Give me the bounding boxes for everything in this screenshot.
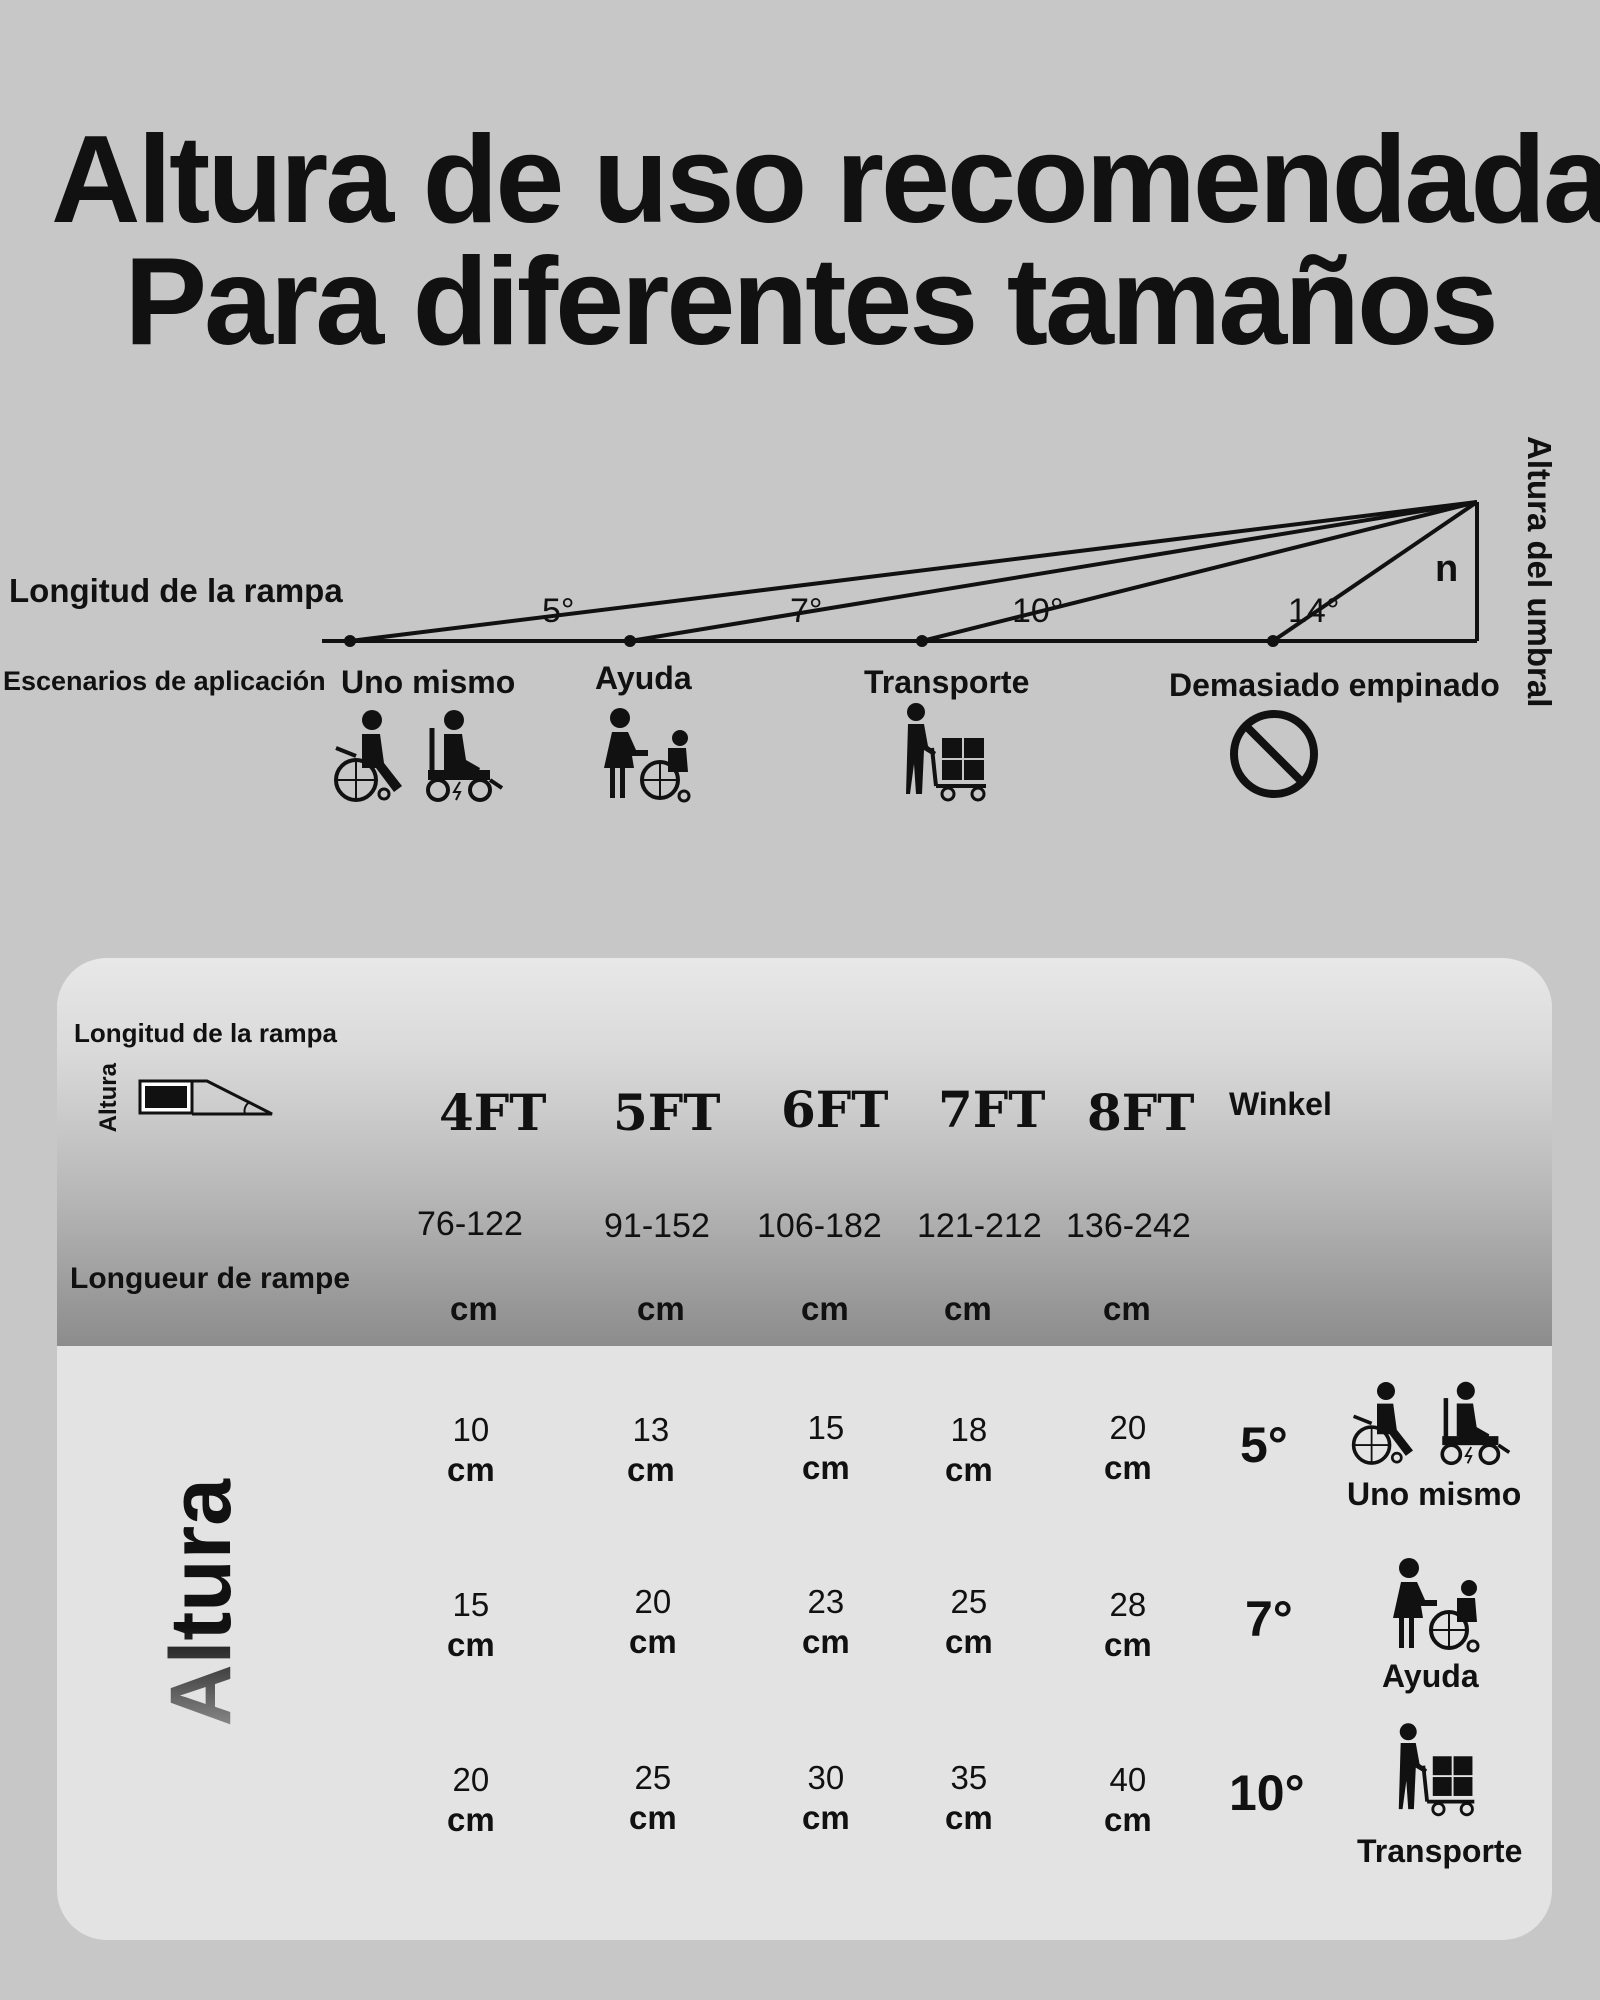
- electric-wheelchair-icon: [420, 708, 505, 803]
- scenario-self-label: Uno mismo: [341, 664, 515, 701]
- prohibited-icon: [1228, 708, 1320, 800]
- scenarios-label: Escenarios de aplicación: [3, 666, 326, 697]
- column-unit-4ft: cm: [450, 1290, 498, 1328]
- table-height-small-label: Altura: [95, 1063, 123, 1132]
- manual-wheelchair-icon: [332, 708, 412, 803]
- column-size-6ft: 6FT: [781, 1080, 889, 1139]
- row-angle-7: 7°: [1245, 1590, 1293, 1648]
- cell-r1-4ft: 10 cm: [447, 1410, 495, 1490]
- cell-r3-8ft: 40 cm: [1104, 1760, 1152, 1840]
- table-longueur-label: Longueur de rampe: [70, 1262, 350, 1296]
- cell-r2-7ft: 25 cm: [945, 1582, 993, 1662]
- cell-r2-8ft: 28 cm: [1104, 1585, 1152, 1665]
- cell-r3-5ft: 25 cm: [629, 1758, 677, 1838]
- person-with-cart-icon: [902, 702, 992, 802]
- scenario-steep-label: Demasiado empinado: [1169, 667, 1500, 704]
- ramp-point-14deg: [1267, 635, 1279, 647]
- row-angle-5: 5°: [1240, 1416, 1288, 1474]
- column-range-4ft: 76-122: [417, 1205, 523, 1244]
- cell-r1-5ft: 13 cm: [627, 1410, 675, 1490]
- row-angle-10: 10°: [1229, 1764, 1305, 1822]
- ramp-point-7deg: [624, 635, 636, 647]
- cell-r1-7ft: 18 cm: [945, 1410, 993, 1490]
- ramp-size-table: Longitud de la rampa Altura Longueur de …: [57, 958, 1552, 1940]
- column-range-8ft: 136-242: [1066, 1207, 1191, 1246]
- column-size-8ft: 8FT: [1087, 1083, 1195, 1142]
- row-label-help: Ayuda: [1382, 1658, 1479, 1695]
- column-range-5ft: 91-152: [604, 1207, 710, 1246]
- threshold-height-label: Altura del umbral: [1520, 436, 1558, 716]
- angle-label-10: 10°: [1012, 592, 1063, 631]
- row-label-self: Uno mismo: [1347, 1476, 1521, 1513]
- caregiver-pushing-wheelchair-icon: [598, 706, 693, 806]
- caregiver-pushing-wheelchair-icon: [1387, 1556, 1482, 1656]
- cell-r3-7ft: 35 cm: [945, 1758, 993, 1838]
- column-unit-8ft: cm: [1103, 1290, 1151, 1328]
- angle-label-7: 7°: [790, 592, 823, 631]
- ramp-point-10deg: [916, 635, 928, 647]
- row-label-transport: Transporte: [1357, 1833, 1522, 1870]
- column-unit-5ft: cm: [637, 1290, 685, 1328]
- cell-r3-4ft: 20 cm: [447, 1760, 495, 1840]
- person-with-cart-icon: [1395, 1722, 1480, 1817]
- cell-r2-5ft: 20 cm: [629, 1582, 677, 1662]
- table-side-height-label: Altura: [152, 1478, 251, 1726]
- column-size-5ft: 5FT: [613, 1083, 721, 1142]
- column-size-7ft: 7FT: [938, 1080, 1046, 1139]
- angle-label-5: 5°: [542, 592, 575, 631]
- angle-column-header: Winkel: [1229, 1086, 1332, 1123]
- ramp-schematic-icon: [137, 1078, 277, 1118]
- cell-r3-6ft: 30 cm: [802, 1758, 850, 1838]
- cell-r2-6ft: 23 cm: [802, 1582, 850, 1662]
- ramp-length-label: Longitud de la rampa: [9, 572, 343, 610]
- scenario-help-label: Ayuda: [595, 660, 692, 697]
- ramp-line-10deg: [922, 502, 1477, 641]
- column-size-4ft: 4FT: [439, 1083, 547, 1142]
- electric-wheelchair-icon: [1435, 1380, 1512, 1466]
- table-ramp-length-label: Longitud de la rampa: [74, 1018, 337, 1049]
- manual-wheelchair-icon: [1350, 1380, 1422, 1466]
- column-unit-7ft: cm: [944, 1290, 992, 1328]
- height-symbol: n: [1435, 548, 1458, 591]
- cell-r2-4ft: 15 cm: [447, 1585, 495, 1665]
- ramp-point-5deg: [344, 635, 356, 647]
- cell-r1-8ft: 20 cm: [1104, 1408, 1152, 1488]
- angle-label-14: 14°: [1288, 592, 1339, 631]
- cell-r1-6ft: 15 cm: [802, 1408, 850, 1488]
- column-range-7ft: 121-212: [917, 1207, 1042, 1246]
- column-range-6ft: 106-182: [757, 1207, 882, 1246]
- scenario-transport-label: Transporte: [864, 664, 1029, 701]
- column-unit-6ft: cm: [801, 1290, 849, 1328]
